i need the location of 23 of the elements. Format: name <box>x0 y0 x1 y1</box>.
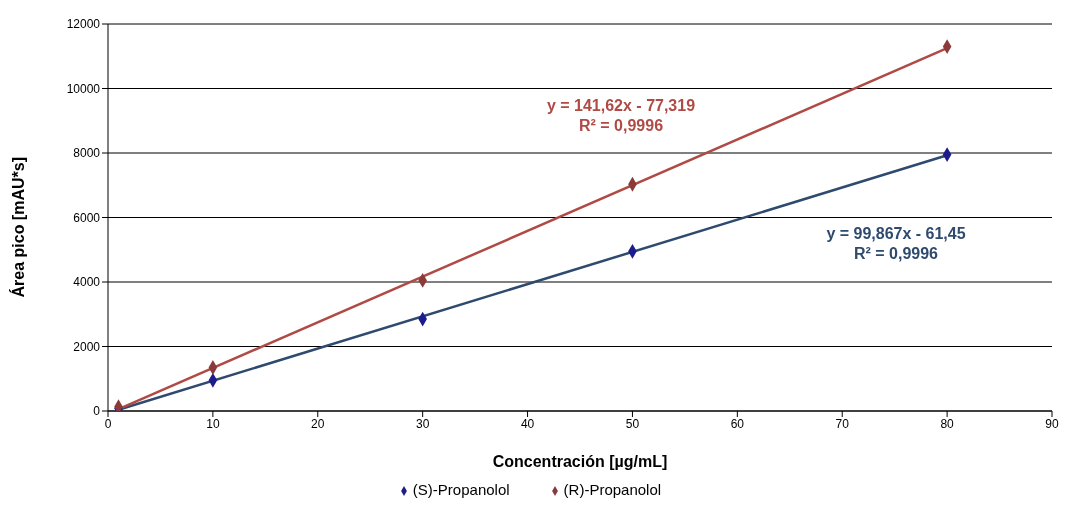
y-tick-label: 4000 <box>73 275 101 290</box>
x-axis-title: Concentración [µg/mL] <box>492 453 668 470</box>
legend-label: (R)-Propanolol <box>563 481 662 498</box>
y-tick-label: 6000 <box>73 210 101 225</box>
x-tick-label: 10 <box>206 416 220 431</box>
annotation: y = 99,867x - 61,45 R² = 0,9996 <box>826 224 966 264</box>
y-tick-label: 10000 <box>66 81 101 96</box>
x-tick-label: 80 <box>940 416 955 431</box>
annotation: y = 141,62x - 77,319 R² = 0,9996 <box>546 96 696 136</box>
x-tick-label: 60 <box>730 416 745 431</box>
x-tick-label: 30 <box>415 416 430 431</box>
x-tick-label: 70 <box>835 416 850 431</box>
x-tick-label: 20 <box>311 416 325 431</box>
y-tick-label: 12000 <box>66 17 101 32</box>
x-tick-label: 90 <box>1045 416 1059 431</box>
y-tick-label: 0 <box>93 404 101 419</box>
legend-label: (S)-Propanolol <box>412 481 510 498</box>
y-tick-label: 8000 <box>73 146 101 161</box>
x-tick-label: 0 <box>104 416 112 431</box>
y-tick-label: 2000 <box>73 339 101 354</box>
y-axis-title: Área pico [mAU*s] <box>8 157 27 298</box>
x-tick-label: 40 <box>520 416 535 431</box>
x-tick-label: 50 <box>625 416 640 431</box>
